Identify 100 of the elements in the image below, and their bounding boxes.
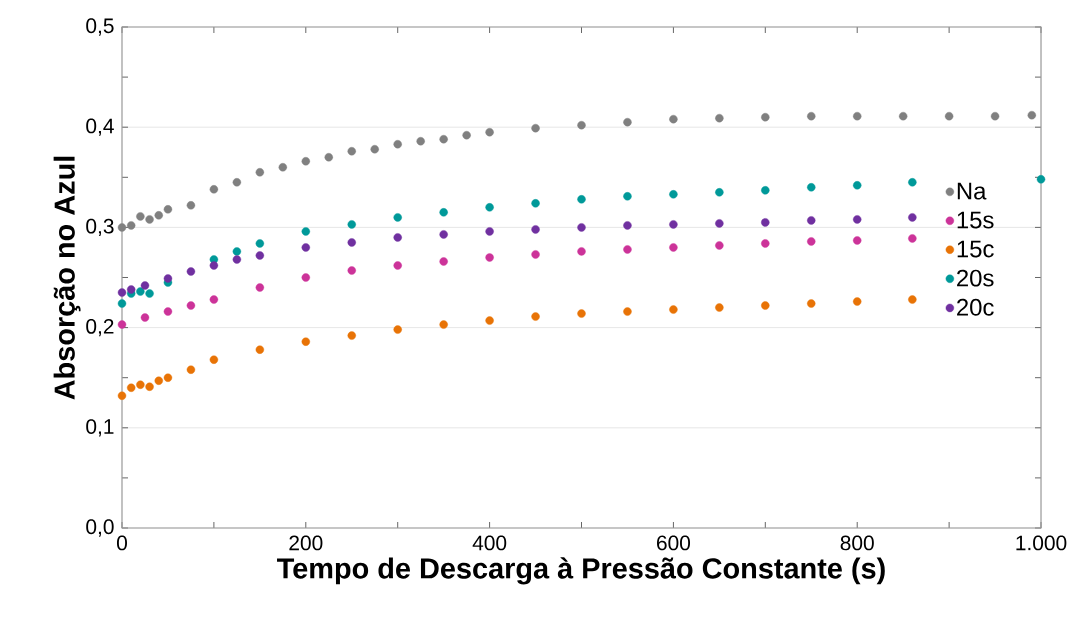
point (1027, 110, 1037, 120)
point (126, 285, 136, 294)
point (145, 289, 154, 298)
y-tick-label: 0,0 (86, 519, 114, 537)
point (232, 255, 242, 264)
point (370, 145, 379, 154)
point (163, 274, 173, 283)
point (255, 168, 265, 177)
point (807, 183, 816, 192)
point (163, 307, 173, 316)
point (186, 365, 196, 374)
point (577, 195, 586, 204)
point (623, 307, 632, 316)
point (136, 380, 145, 389)
point (577, 223, 586, 232)
point (393, 213, 402, 222)
point (807, 299, 816, 308)
y-tick-label: 0,2 (86, 318, 114, 337)
point (301, 273, 310, 282)
point (186, 267, 196, 276)
point (485, 227, 494, 236)
point (347, 331, 356, 340)
x-tick-label: 0 (117, 535, 127, 551)
point (439, 208, 448, 217)
point (715, 113, 724, 123)
point (944, 111, 954, 121)
point (301, 337, 310, 346)
point (324, 153, 333, 162)
point (163, 373, 173, 382)
point (186, 301, 196, 310)
point (990, 111, 1000, 121)
point (439, 320, 448, 329)
point (715, 219, 724, 228)
point (301, 157, 310, 166)
point (807, 111, 816, 121)
point (393, 233, 402, 242)
y-tick-label: 0,3 (86, 218, 114, 237)
point (485, 128, 494, 137)
point (209, 295, 219, 304)
point (761, 239, 770, 248)
point (577, 120, 586, 130)
point (439, 230, 448, 239)
point (531, 199, 540, 208)
point (761, 218, 770, 227)
legend-label: 20s (957, 269, 994, 287)
point (462, 131, 471, 140)
point (531, 225, 540, 234)
point (761, 301, 770, 310)
point (853, 297, 862, 306)
point (347, 266, 356, 275)
point (301, 243, 310, 252)
point (623, 192, 632, 201)
y-tick-label: 0,4 (86, 118, 114, 136)
point (853, 181, 862, 190)
point (715, 188, 724, 197)
point (669, 305, 678, 314)
point (439, 135, 448, 144)
point (154, 376, 163, 385)
point (140, 313, 150, 322)
point (347, 238, 356, 247)
point (715, 241, 724, 250)
point (807, 237, 816, 246)
point (255, 283, 265, 292)
y-tick-label: 0,1 (86, 419, 114, 437)
x-tick-label: 200 (289, 535, 323, 551)
x-tick-label: 600 (657, 535, 691, 551)
x-axis-title: Tempo de Descarga à Pressão Constante (s) (277, 557, 885, 585)
point (853, 111, 862, 121)
point (163, 205, 173, 214)
point (669, 243, 678, 252)
point (577, 309, 586, 318)
point (209, 355, 219, 364)
point (117, 223, 127, 232)
point (278, 163, 288, 172)
point (439, 257, 448, 266)
point (117, 299, 127, 308)
point (347, 220, 356, 229)
point (807, 216, 816, 225)
legend-label: Na (957, 182, 987, 200)
point (623, 117, 632, 127)
point (761, 186, 770, 195)
point (154, 211, 163, 220)
point (485, 203, 494, 212)
point (908, 178, 917, 187)
point (531, 124, 540, 133)
legend-label: 15s (957, 211, 994, 229)
point (908, 234, 917, 243)
point (853, 215, 862, 224)
point (232, 178, 242, 187)
x-tick-label: 1.000 (1016, 535, 1067, 551)
point (117, 288, 127, 297)
point (669, 220, 678, 229)
point (393, 325, 402, 334)
point (908, 295, 917, 304)
point (255, 251, 265, 260)
point (117, 320, 127, 329)
legend-label: 15c (957, 240, 994, 258)
point (416, 137, 425, 146)
point (145, 382, 154, 391)
point (715, 303, 724, 312)
